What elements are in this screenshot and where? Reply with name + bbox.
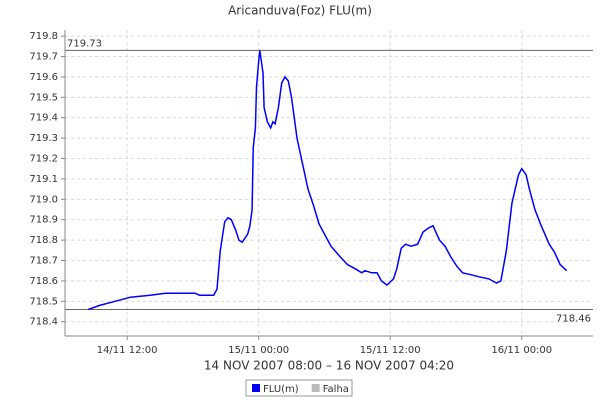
y-tick-label: 718.8	[29, 235, 58, 246]
chart-title: Aricanduva(Foz) FLU(m)	[228, 4, 372, 18]
y-tick-label: 718.9	[29, 215, 58, 226]
y-tick-label: 719.5	[29, 92, 58, 103]
legend-swatch	[311, 384, 320, 392]
y-tick-label: 718.6	[29, 276, 58, 287]
reference-label: 719.73	[67, 38, 102, 49]
legend-frame	[245, 379, 353, 397]
x-tick-label: 15/11 12:00	[360, 345, 421, 356]
reference-label: 718.46	[556, 313, 591, 324]
y-tick-label: 718.5	[29, 296, 58, 307]
x-tick-label: 14/11 12:00	[97, 345, 158, 356]
x-tick-label: 15/11 00:00	[228, 345, 289, 356]
y-tick-label: 719.1	[29, 174, 58, 185]
y-tick-label: 719.3	[29, 133, 58, 144]
y-tick-label: 719.7	[29, 52, 58, 63]
y-tick-label: 718.7	[29, 256, 58, 267]
x-axis-label: 14 NOV 2007 08:00 – 16 NOV 2007 04:20	[204, 359, 454, 373]
y-tick-label: 719.6	[29, 72, 58, 83]
y-tick-label: 719.2	[29, 154, 58, 165]
legend-swatch	[252, 384, 260, 392]
legend-label: Falha	[323, 384, 349, 395]
y-tick-label: 718.4	[29, 317, 58, 328]
x-tick-label: 16/11 00:00	[491, 345, 552, 356]
y-tick-label: 719.0	[29, 194, 58, 205]
y-tick-label: 719.8	[29, 31, 58, 42]
y-tick-label: 719.4	[29, 113, 58, 124]
legend-label: FLU(m)	[263, 384, 299, 395]
data-line	[87, 50, 568, 311]
